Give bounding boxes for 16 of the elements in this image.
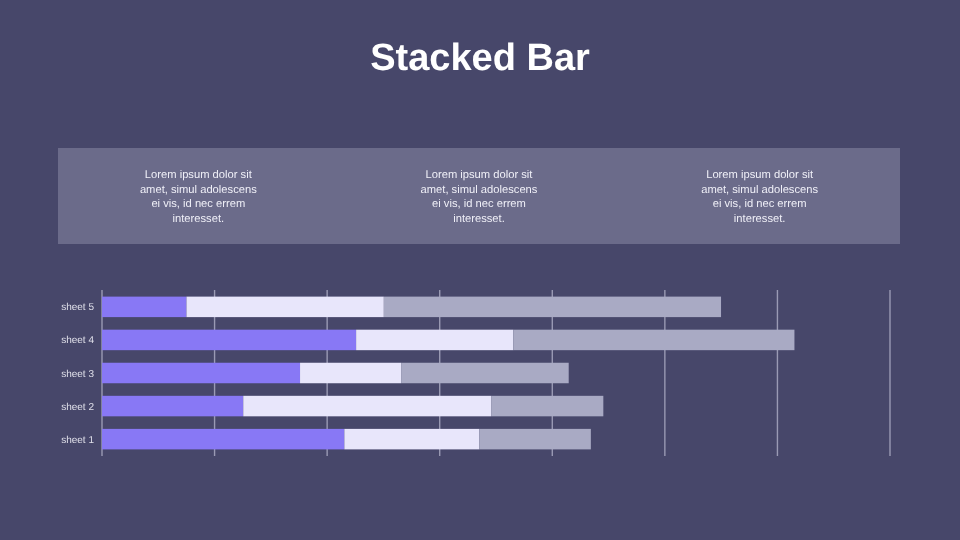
bar [186, 296, 384, 318]
bar [102, 395, 244, 417]
bar [479, 428, 591, 450]
bar [401, 362, 569, 384]
bar [356, 329, 514, 351]
bar [102, 329, 357, 351]
bar [344, 428, 480, 450]
bar [102, 362, 301, 384]
bar [102, 428, 345, 450]
bar [491, 395, 604, 417]
bar [383, 296, 722, 318]
bar [243, 395, 492, 417]
bar [102, 296, 187, 318]
chart-title: Stacked Bar [370, 38, 592, 80]
bar [300, 362, 402, 384]
bar [513, 329, 795, 351]
